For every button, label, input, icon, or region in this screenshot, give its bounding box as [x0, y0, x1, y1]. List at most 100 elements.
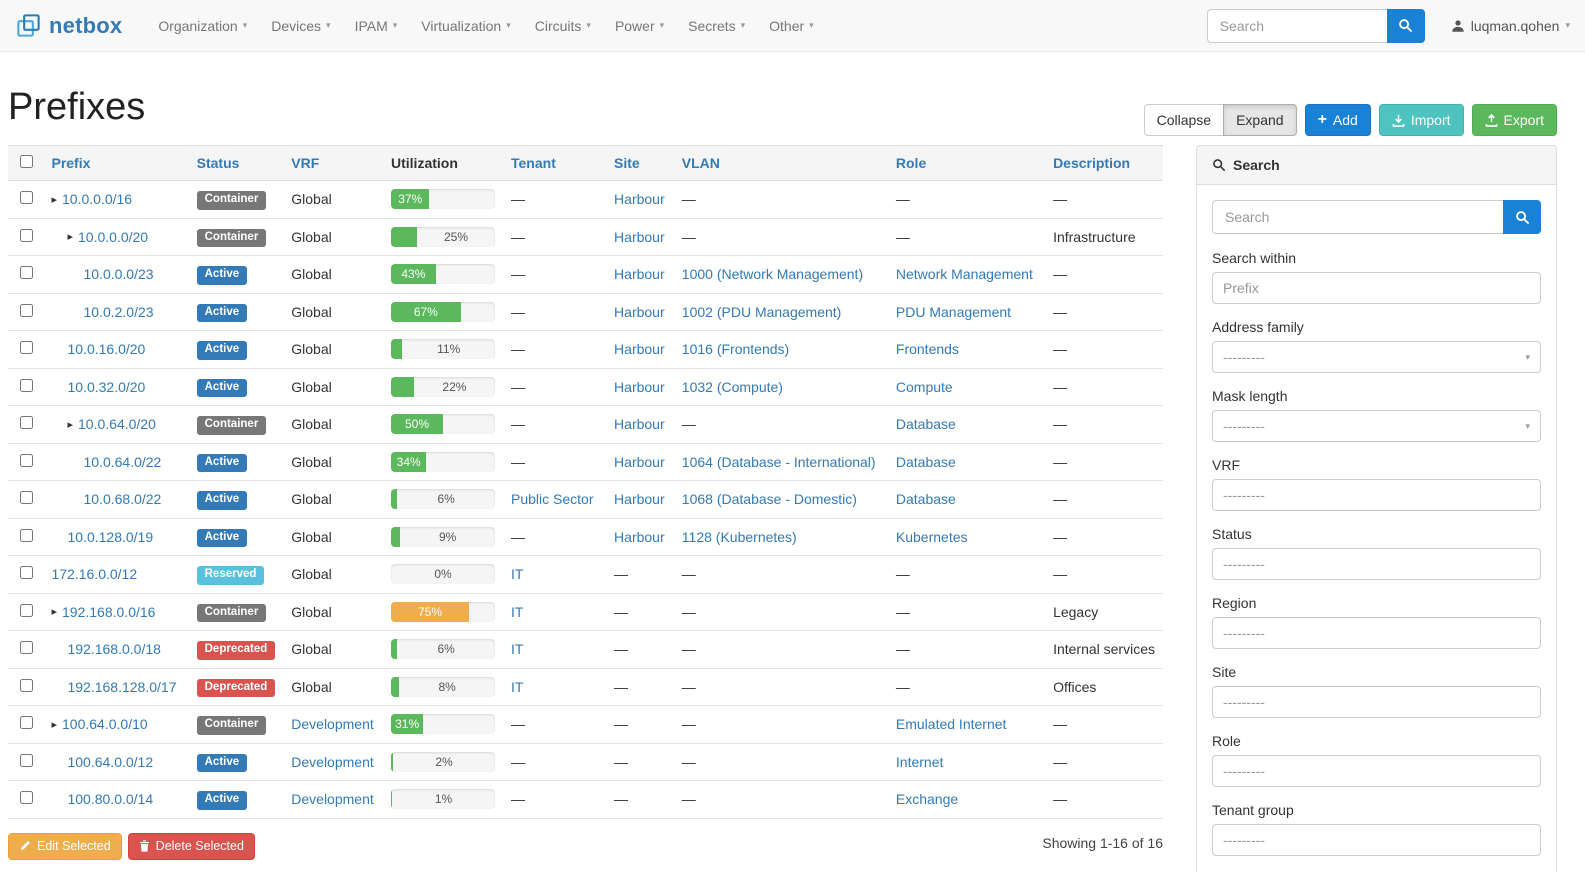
row-checkbox[interactable]: [20, 678, 33, 692]
site-link[interactable]: Harbour: [614, 491, 665, 508]
nav-menu-organization[interactable]: Organization ▾: [146, 2, 259, 50]
expand-caret-icon[interactable]: ▸: [51, 718, 58, 731]
prefix-link[interactable]: 10.0.16.0/20: [67, 341, 146, 358]
row-checkbox[interactable]: [20, 416, 33, 430]
row-checkbox[interactable]: [20, 716, 33, 730]
global-search-button[interactable]: [1386, 8, 1425, 43]
site-link[interactable]: Harbour: [614, 453, 665, 470]
add-button[interactable]: + Add: [1304, 104, 1371, 136]
expand-button[interactable]: Expand: [1223, 104, 1297, 136]
role-link[interactable]: Database: [895, 416, 956, 433]
prefix-link[interactable]: 192.168.0.0/18: [67, 641, 161, 658]
col-header-tenant[interactable]: Tenant: [503, 145, 607, 181]
col-header-description[interactable]: Description: [1045, 145, 1163, 181]
site-link[interactable]: Harbour: [614, 528, 665, 545]
prefix-link[interactable]: 10.0.0.0/23: [83, 266, 154, 283]
expand-caret-icon[interactable]: ▸: [51, 193, 58, 206]
row-checkbox[interactable]: [20, 603, 33, 617]
vlan-link[interactable]: 1064 (Database - International): [681, 453, 876, 470]
nav-menu-circuits[interactable]: Circuits ▾: [523, 2, 603, 50]
nav-menu-other[interactable]: Other ▾: [757, 2, 826, 50]
export-button[interactable]: Export: [1471, 104, 1557, 136]
nav-menu-virtualization[interactable]: Virtualization ▾: [409, 2, 522, 50]
select-all-checkbox[interactable]: [20, 155, 33, 168]
netbox-brand[interactable]: netbox: [15, 12, 122, 39]
vrf-link[interactable]: Development: [291, 716, 374, 733]
col-header-status[interactable]: Status: [188, 145, 284, 181]
row-checkbox[interactable]: [20, 453, 33, 467]
row-checkbox[interactable]: [20, 491, 33, 505]
import-button[interactable]: Import: [1378, 104, 1464, 136]
role-link[interactable]: Internet: [895, 753, 944, 770]
site-link[interactable]: Harbour: [614, 228, 665, 245]
prefix-link[interactable]: 10.0.0.0/20: [78, 228, 149, 245]
sidebar-search-input[interactable]: [1212, 200, 1503, 234]
mask-length-select[interactable]: --------- ▾: [1212, 410, 1541, 442]
tenant-link[interactable]: Public Sector: [511, 491, 594, 508]
prefix-link[interactable]: 172.16.0.0/12: [51, 566, 138, 583]
region-select[interactable]: ---------: [1212, 617, 1541, 649]
collapse-button[interactable]: Collapse: [1143, 104, 1225, 136]
user-menu[interactable]: luqman.qohen ▾: [1451, 18, 1570, 34]
prefix-link[interactable]: 10.0.128.0/19: [67, 528, 154, 545]
role-link[interactable]: Emulated Internet: [895, 716, 1007, 733]
tenant-group-select[interactable]: ---------: [1212, 824, 1541, 856]
row-checkbox[interactable]: [20, 791, 33, 805]
site-link[interactable]: Harbour: [614, 416, 665, 433]
col-header-vrf[interactable]: VRF: [283, 145, 383, 181]
row-checkbox[interactable]: [20, 753, 33, 767]
site-select[interactable]: ---------: [1212, 686, 1541, 718]
status-select[interactable]: ---------: [1212, 548, 1541, 580]
prefix-link[interactable]: 192.168.0.0/16: [62, 603, 156, 620]
prefix-link[interactable]: 10.0.0.0/16: [62, 191, 133, 208]
site-link[interactable]: Harbour: [614, 303, 665, 320]
site-link[interactable]: Harbour: [614, 378, 665, 395]
tenant-link[interactable]: IT: [511, 678, 524, 695]
delete-selected-button[interactable]: Delete Selected: [127, 832, 255, 860]
prefix-link[interactable]: 10.0.68.0/22: [83, 491, 162, 508]
row-checkbox[interactable]: [20, 191, 33, 205]
role-link[interactable]: Network Management: [895, 266, 1033, 283]
role-link[interactable]: Database: [895, 491, 956, 508]
prefix-link[interactable]: 10.0.32.0/20: [67, 378, 146, 395]
sidebar-search-button[interactable]: [1503, 200, 1541, 234]
expand-caret-icon[interactable]: ▸: [67, 231, 74, 244]
vlan-link[interactable]: 1002 (PDU Management): [681, 303, 842, 320]
col-header-site[interactable]: Site: [606, 145, 674, 181]
role-link[interactable]: Frontends: [895, 341, 959, 358]
role-select[interactable]: ---------: [1212, 755, 1541, 787]
vrf-link[interactable]: Development: [291, 791, 374, 808]
tenant-link[interactable]: IT: [511, 566, 524, 583]
role-link[interactable]: Database: [895, 453, 956, 470]
prefix-link[interactable]: 10.0.64.0/20: [78, 416, 156, 433]
tenant-link[interactable]: IT: [511, 641, 524, 658]
prefix-link[interactable]: 192.168.128.0/17: [67, 678, 177, 695]
vrf-select[interactable]: ---------: [1212, 479, 1541, 511]
row-checkbox[interactable]: [20, 528, 33, 542]
address-family-select[interactable]: --------- ▾: [1212, 341, 1541, 373]
vlan-link[interactable]: 1032 (Compute): [681, 378, 783, 395]
global-search-input[interactable]: [1206, 8, 1387, 43]
expand-caret-icon[interactable]: ▸: [67, 418, 74, 431]
role-link[interactable]: PDU Management: [895, 303, 1012, 320]
row-checkbox[interactable]: [20, 566, 33, 580]
nav-menu-devices[interactable]: Devices ▾: [259, 2, 342, 50]
role-link[interactable]: Compute: [895, 378, 953, 395]
col-header-prefix[interactable]: Prefix: [43, 145, 189, 181]
row-checkbox[interactable]: [20, 641, 33, 655]
vrf-link[interactable]: Development: [291, 753, 374, 770]
role-link[interactable]: Kubernetes: [895, 528, 968, 545]
row-checkbox[interactable]: [20, 341, 33, 355]
col-header-vlan[interactable]: VLAN: [673, 145, 888, 181]
row-checkbox[interactable]: [20, 228, 33, 242]
prefix-link[interactable]: 100.80.0.0/14: [67, 791, 154, 808]
site-link[interactable]: Harbour: [614, 191, 665, 208]
vlan-link[interactable]: 1000 (Network Management): [681, 266, 864, 283]
expand-caret-icon[interactable]: ▸: [51, 606, 58, 619]
role-link[interactable]: Exchange: [895, 791, 959, 808]
edit-selected-button[interactable]: Edit Selected: [8, 832, 122, 860]
vlan-link[interactable]: 1128 (Kubernetes): [681, 528, 797, 545]
prefix-link[interactable]: 10.0.64.0/22: [83, 453, 162, 470]
search-within-input[interactable]: [1212, 272, 1541, 304]
prefix-link[interactable]: 10.0.2.0/23: [83, 303, 154, 320]
